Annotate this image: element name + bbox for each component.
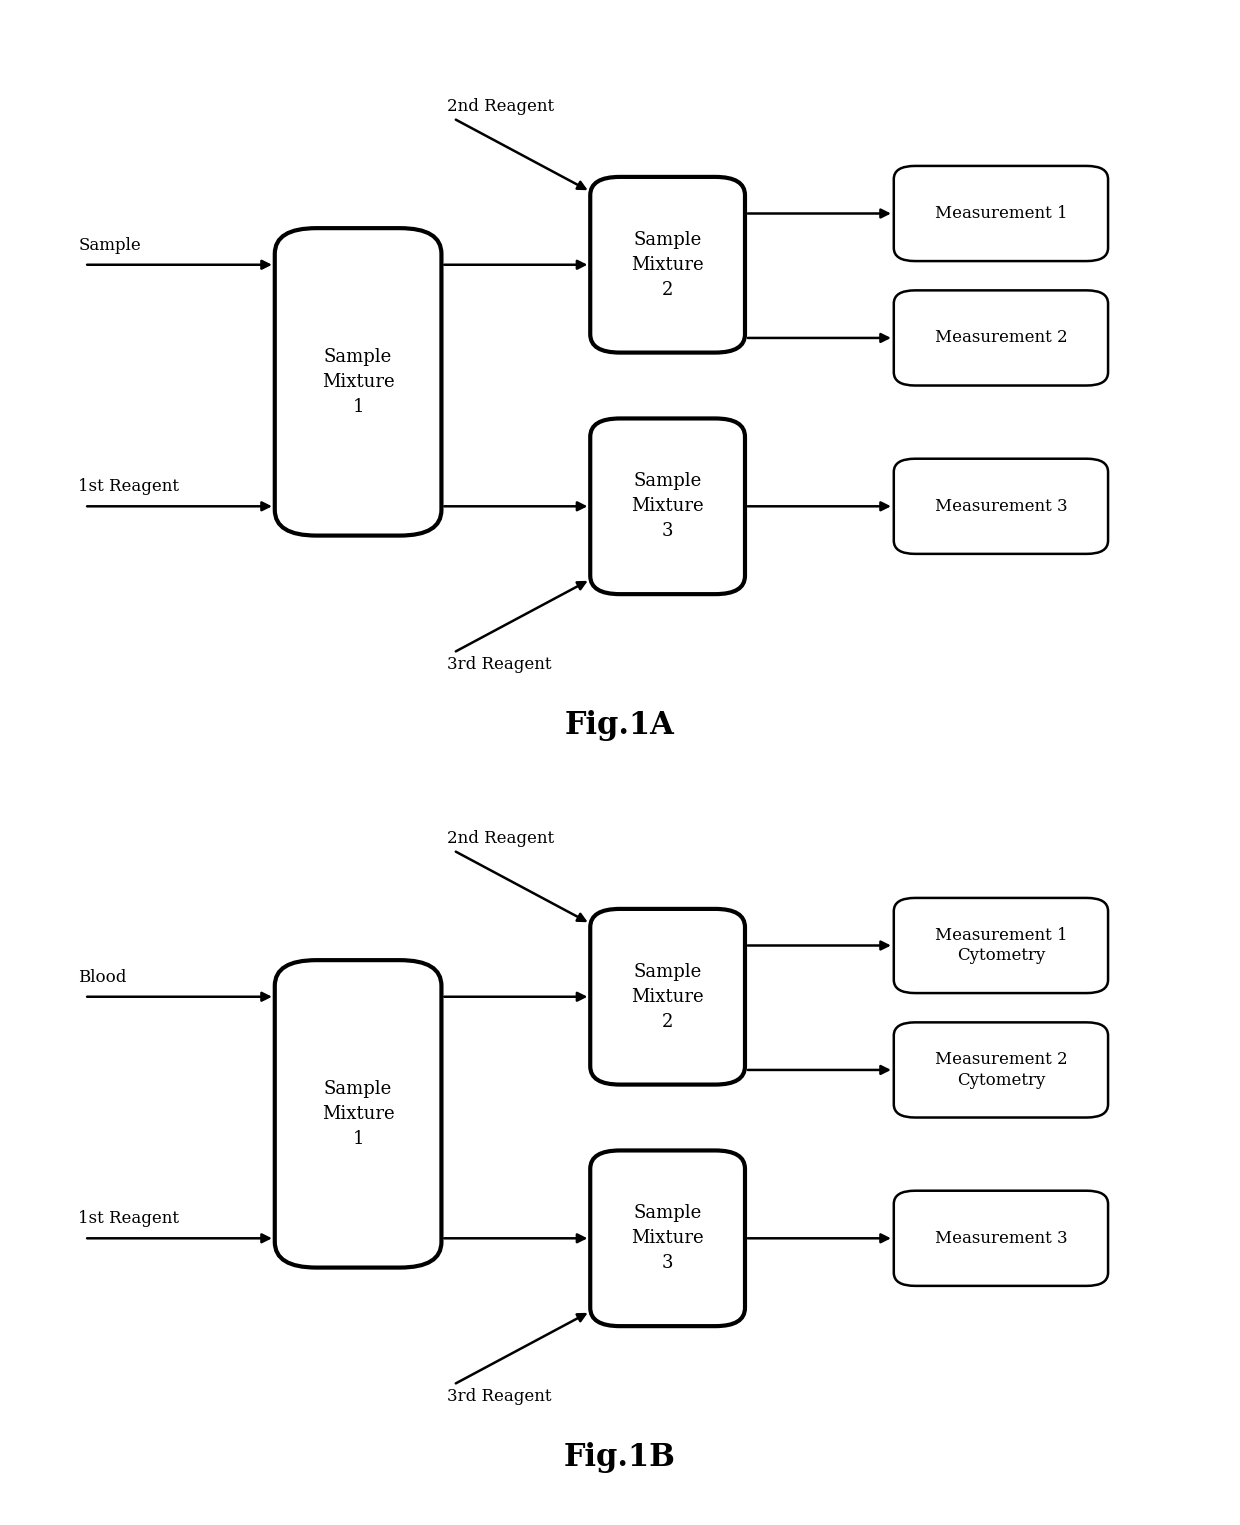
FancyBboxPatch shape [590,909,745,1084]
Text: Sample
Mixture
3: Sample Mixture 3 [631,1205,704,1272]
Text: Measurement 3: Measurement 3 [935,497,1068,515]
Text: Measurement 1
Cytometry: Measurement 1 Cytometry [935,927,1068,964]
FancyBboxPatch shape [894,1191,1109,1286]
Text: 1st Reagent: 1st Reagent [78,1211,180,1228]
FancyBboxPatch shape [275,229,441,535]
FancyBboxPatch shape [590,418,745,595]
FancyBboxPatch shape [894,290,1109,386]
Text: 3rd Reagent: 3rd Reagent [448,656,552,674]
Text: Measurement 1: Measurement 1 [935,204,1068,223]
FancyBboxPatch shape [275,961,441,1267]
Text: Fig.1B: Fig.1B [564,1443,676,1473]
Text: Measurement 3: Measurement 3 [935,1229,1068,1247]
FancyBboxPatch shape [894,166,1109,261]
FancyBboxPatch shape [894,898,1109,993]
FancyBboxPatch shape [590,177,745,352]
Text: Sample: Sample [78,236,141,253]
Text: Sample
Mixture
3: Sample Mixture 3 [631,473,704,540]
Text: Measurement 2: Measurement 2 [935,329,1068,346]
FancyBboxPatch shape [894,459,1109,554]
Text: Sample
Mixture
1: Sample Mixture 1 [322,348,394,416]
FancyBboxPatch shape [894,1022,1109,1118]
Text: Blood: Blood [78,968,126,985]
Text: Sample
Mixture
2: Sample Mixture 2 [631,962,704,1031]
FancyBboxPatch shape [590,1150,745,1327]
Text: Fig.1A: Fig.1A [565,711,675,741]
Text: 2nd Reagent: 2nd Reagent [448,830,554,846]
Text: Measurement 2
Cytometry: Measurement 2 Cytometry [935,1051,1068,1089]
Text: 2nd Reagent: 2nd Reagent [448,98,554,114]
Text: 1st Reagent: 1st Reagent [78,479,180,496]
Text: Sample
Mixture
2: Sample Mixture 2 [631,230,704,299]
Text: 3rd Reagent: 3rd Reagent [448,1388,552,1406]
Text: Sample
Mixture
1: Sample Mixture 1 [322,1080,394,1148]
